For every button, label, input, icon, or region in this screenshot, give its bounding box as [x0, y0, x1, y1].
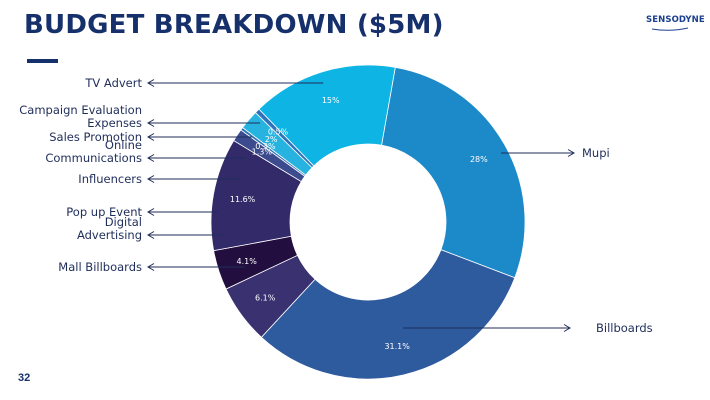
arrowhead-icon	[147, 231, 155, 239]
arrowhead-icon	[147, 119, 155, 127]
callout-sales-promotion: Sales Promotion	[49, 130, 252, 144]
category-label-online-communications: Online	[105, 138, 142, 152]
value-label-sales-promotion: 2%	[265, 135, 278, 144]
callout-mupi: Mupi	[501, 146, 610, 160]
arrowhead-icon	[567, 149, 575, 157]
callout-influencers: Influencers	[78, 172, 241, 186]
category-label-tv-advert: TV Advert	[84, 76, 142, 90]
value-label-billboards: 31.1%	[384, 342, 410, 351]
page-title: BUDGET BREAKDOWN ($5M)	[24, 10, 444, 40]
category-label-campaign-evaluation-expenses: Campaign Evaluation	[19, 103, 142, 117]
arrowhead-icon	[147, 154, 155, 162]
category-label-online-communications: Communications	[45, 151, 142, 165]
value-label-campaign-evaluation-expenses: 0.5%	[268, 128, 289, 137]
page-number: 32	[18, 372, 31, 384]
callout-pop-up-event: Pop up Event	[66, 205, 218, 219]
category-label-mall-billboards: Mall Billboards	[58, 260, 142, 274]
slice-mupi	[381, 66, 526, 279]
logo-wordmark: SENSODYNE	[646, 15, 705, 25]
category-label-mupi: Mupi	[582, 146, 610, 160]
value-label-mupi: 28%	[470, 155, 488, 164]
value-label-pop-up-event: 11.6%	[230, 195, 256, 204]
category-label-sales-promotion: Sales Promotion	[49, 130, 142, 144]
arrowhead-icon	[563, 324, 571, 332]
value-label-online-communications: 0.3%	[255, 142, 276, 151]
arrowhead-icon	[147, 263, 155, 271]
arrowhead-icon	[147, 208, 155, 216]
arrowhead-icon	[147, 79, 155, 87]
category-label-digital-advertising: Digital	[105, 215, 142, 229]
category-label-billboards: Billboards	[596, 321, 653, 335]
slice-tv-advert	[258, 64, 396, 167]
sensodyne-logo: SENSODYNE	[646, 15, 705, 35]
value-label-influencers: 1.3%	[252, 147, 273, 156]
slice-value-labels: 28% 31.1% 6.1% 4.1% 11.6% 1.3%0.3%2%0.5% 15%	[230, 96, 488, 351]
arrowhead-icon	[147, 133, 155, 141]
category-label-influencers: Influencers	[78, 172, 142, 186]
value-label-tv-advert: 15%	[322, 96, 340, 105]
value-label-digital-advertising: 4.1%	[237, 257, 258, 266]
slice-callouts: Mupi Billboards Mall Billboards DigitalAdve…	[19, 76, 652, 335]
callout-tv-advert: TV Advert	[84, 76, 324, 90]
logo-swoosh-icon	[651, 27, 689, 31]
slice-billboards	[260, 249, 516, 380]
category-label-campaign-evaluation-expenses: Expenses	[87, 116, 142, 130]
value-label-mall-billboards: 6.1%	[255, 293, 276, 302]
callout-billboards: Billboards	[402, 321, 653, 335]
arrowhead-icon	[147, 175, 155, 183]
category-label-pop-up-event: Pop up Event	[66, 205, 142, 219]
title-underline	[27, 59, 58, 63]
donut-slices	[210, 64, 526, 380]
category-label-digital-advertising: Advertising	[77, 228, 142, 242]
callout-mall-billboards: Mall Billboards	[58, 260, 245, 274]
